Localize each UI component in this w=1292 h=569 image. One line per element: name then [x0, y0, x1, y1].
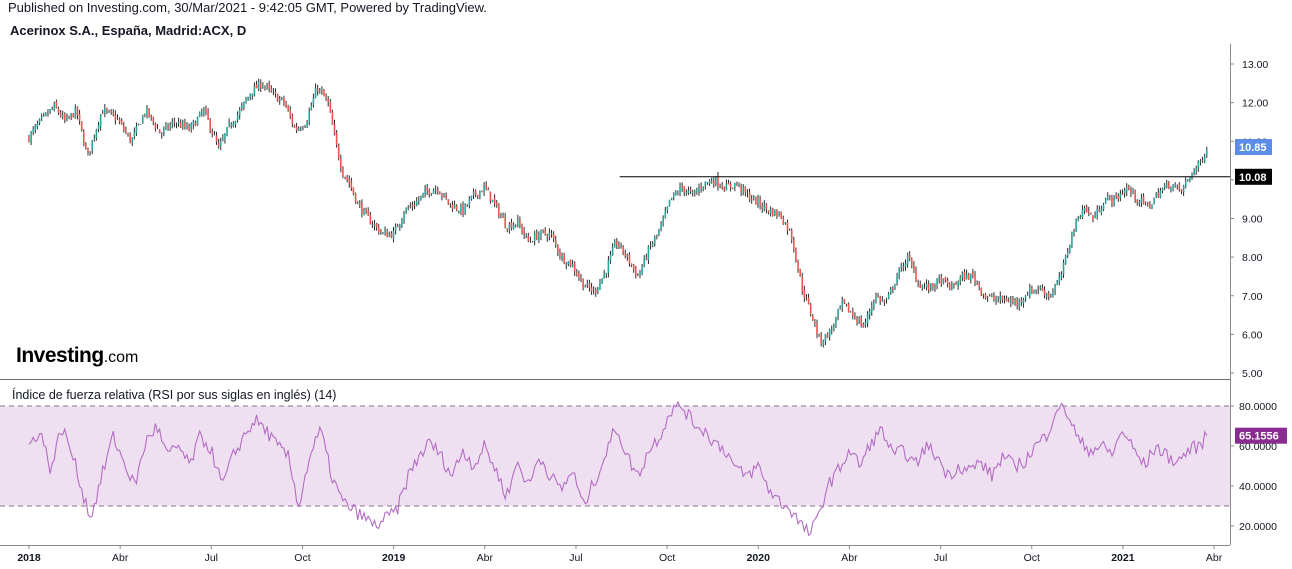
price-axis-label: 8.00 — [1242, 252, 1263, 264]
investing-logo: Investing.com — [16, 344, 138, 368]
time-axis-label: 2018 — [17, 552, 41, 564]
time-axis-label: Oct — [659, 552, 675, 564]
logo-word: Investing — [16, 344, 104, 367]
time-axis-label: 2021 — [1111, 552, 1135, 564]
rsi-value-tag — [1235, 427, 1287, 444]
time-axis-label: Jul — [205, 552, 218, 564]
price-axis-label: 5.00 — [1242, 368, 1263, 380]
price-axis-label: 7.00 — [1242, 291, 1263, 303]
rsi-axis-label: 20.0000 — [1239, 521, 1277, 533]
time-axis-label: Jul — [569, 552, 582, 564]
price-axis-label: 9.00 — [1242, 214, 1263, 226]
rsi-band — [0, 406, 1230, 506]
time-axis-label: Abr — [841, 552, 858, 564]
time-axis-label: Abr — [112, 552, 129, 564]
time-axis-label: 2020 — [747, 552, 771, 564]
rsi-axis-label: 60.0000 — [1239, 441, 1277, 453]
rsi-axis-label: 80.0000 — [1239, 401, 1277, 413]
level-price-tag — [1235, 168, 1272, 185]
price-axis-label: 12.00 — [1242, 98, 1268, 110]
rsi-axis-label: 40.0000 — [1239, 481, 1277, 493]
rsi-panel-title: Índice de fuerza relativa (RSI por sus s… — [12, 388, 337, 402]
logo-suffix: .com — [103, 349, 139, 366]
time-axis-label: 2019 — [382, 552, 406, 564]
last-price-tag-text: 10.85 — [1239, 142, 1267, 154]
published-caption: Published on Investing.com, 30/Mar/2021 … — [8, 0, 487, 15]
time-axis-label: Abr — [477, 552, 494, 564]
price-axis-label: 6.00 — [1242, 329, 1263, 341]
time-axis-label: Jul — [934, 552, 947, 564]
price-axis-label: 13.00 — [1242, 59, 1268, 71]
time-axis-label: Abr — [1206, 552, 1223, 564]
last-price-tag — [1235, 139, 1272, 156]
rsi-series-line — [28, 400, 1208, 537]
level-price-tag-text: 10.08 — [1239, 172, 1267, 184]
time-axis-label: Oct — [294, 552, 310, 564]
time-axis-label: Oct — [1024, 552, 1040, 564]
chart-title: Acerinox S.A., España, Madrid:ACX, D — [10, 23, 247, 38]
rsi-value-tag-text: 65.1556 — [1239, 431, 1279, 443]
